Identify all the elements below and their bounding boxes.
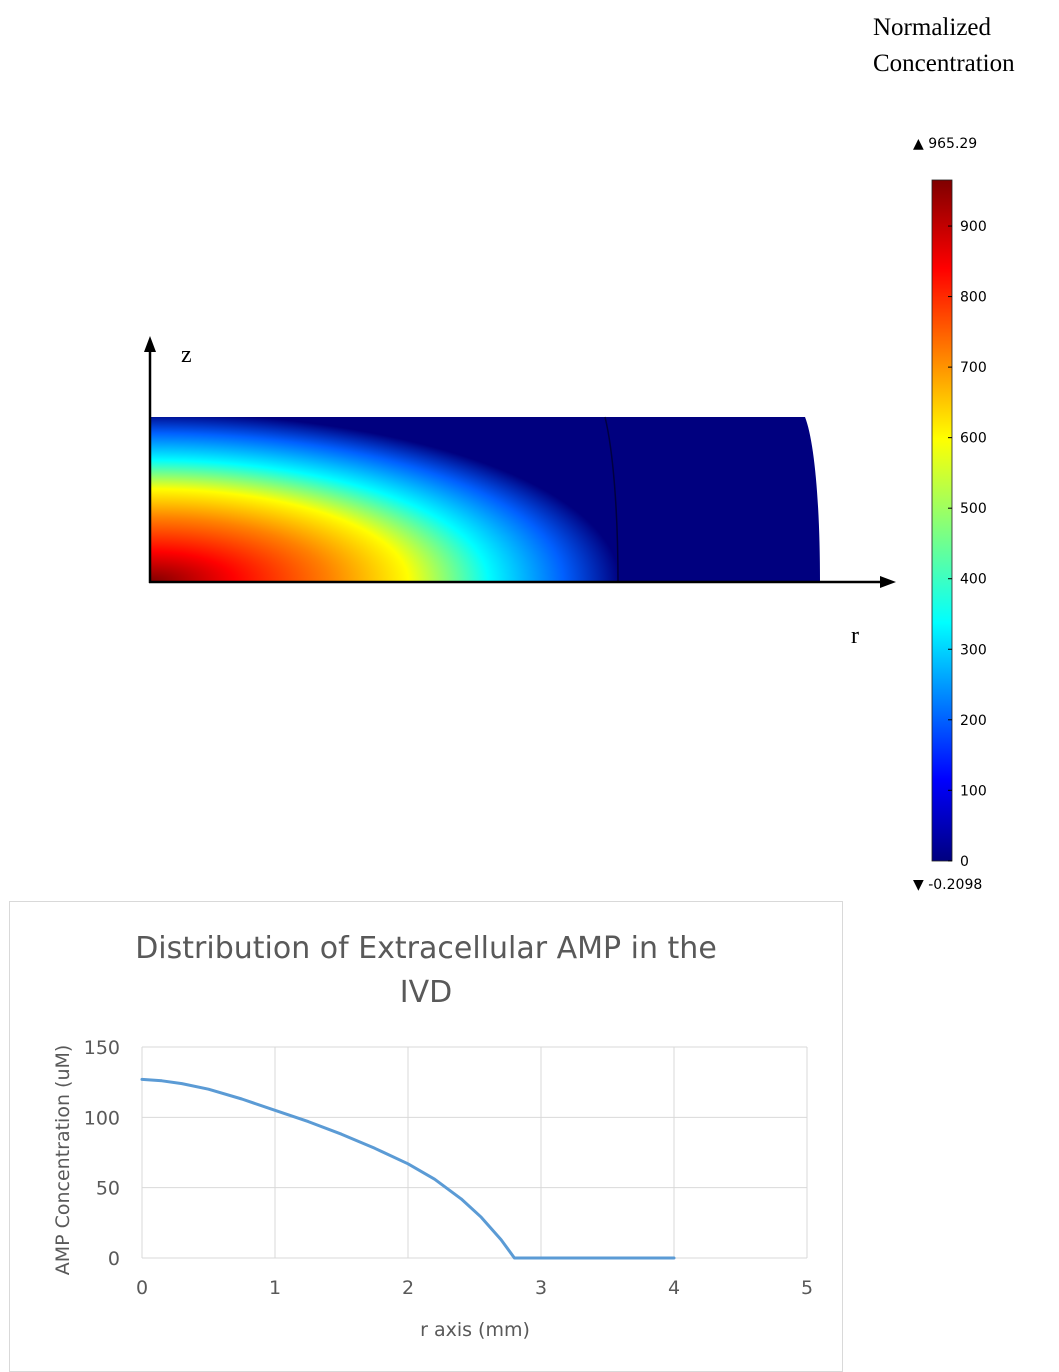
- colorbar-tick-label: 600: [960, 431, 987, 447]
- colorbar-tick-label: 0: [960, 854, 969, 870]
- z-axis-label: z: [181, 342, 192, 368]
- heatmap-field-nucleus: [150, 417, 620, 582]
- colorbar-tick-label: 300: [960, 642, 987, 658]
- y-tick-label: 0: [108, 1248, 120, 1270]
- colorbar-tick-label: 400: [960, 572, 987, 588]
- chart-frame: [9, 901, 843, 1372]
- x-tick-label: 0: [136, 1277, 148, 1299]
- r-axis-arrowhead: [880, 576, 896, 588]
- y-tick-labels: 0 50 100 150: [84, 1037, 120, 1270]
- x-tick-label: 5: [801, 1277, 813, 1299]
- x-tick-label: 2: [402, 1277, 414, 1299]
- z-axis-arrowhead: [144, 336, 156, 352]
- x-tick-label: 1: [269, 1277, 281, 1299]
- colorbar-tick-label: 700: [960, 360, 987, 376]
- colorbar: [931, 179, 953, 862]
- colorbar-max-label: ▲ 965.29: [913, 136, 977, 152]
- r-axis-label: r: [851, 623, 859, 649]
- x-tick-labels: 0 1 2 3 4 5: [136, 1277, 813, 1299]
- colorbar-tick-label: 200: [960, 713, 987, 729]
- chart-title-line2: IVD: [400, 975, 452, 1010]
- colorbar-tick-label: 800: [960, 290, 987, 306]
- series-line-amp: [140, 1077, 676, 1260]
- colorbar-tick-label: 100: [960, 783, 987, 799]
- colorbar-min-label: ▼ -0.2098: [913, 877, 982, 893]
- y-tick-label: 100: [84, 1107, 120, 1129]
- y-axis-title: AMP Concentration (uM): [52, 1045, 74, 1276]
- chart-title-line1: Distribution of Extracellular AMP in the: [135, 931, 717, 966]
- colorbar-tick-label: 900: [960, 219, 987, 235]
- y-tick-label: 50: [96, 1178, 120, 1200]
- legend-title-line2: Concentration: [873, 50, 1015, 77]
- heatmap-field-annulus: [605, 417, 820, 582]
- x-tick-label: 4: [668, 1277, 680, 1299]
- legend-title-line1: Normalized: [873, 14, 992, 41]
- chart-gridlines: [141, 1046, 808, 1259]
- y-tick-label: 150: [84, 1037, 120, 1059]
- colorbar-tick-label: 500: [960, 501, 987, 517]
- colorbar-ticks: 0 100 200 300 400 500 600 700 800 900: [948, 219, 987, 870]
- x-axis-title: r axis (mm): [420, 1319, 530, 1341]
- heatmap-panel: Normalized Concentration z r ▲ 965.29 0 1…: [144, 14, 1015, 893]
- region-boundary: [604, 416, 619, 583]
- x-tick-label: 3: [535, 1277, 547, 1299]
- line-chart-panel: Distribution of Extracellular AMP in the…: [9, 901, 843, 1372]
